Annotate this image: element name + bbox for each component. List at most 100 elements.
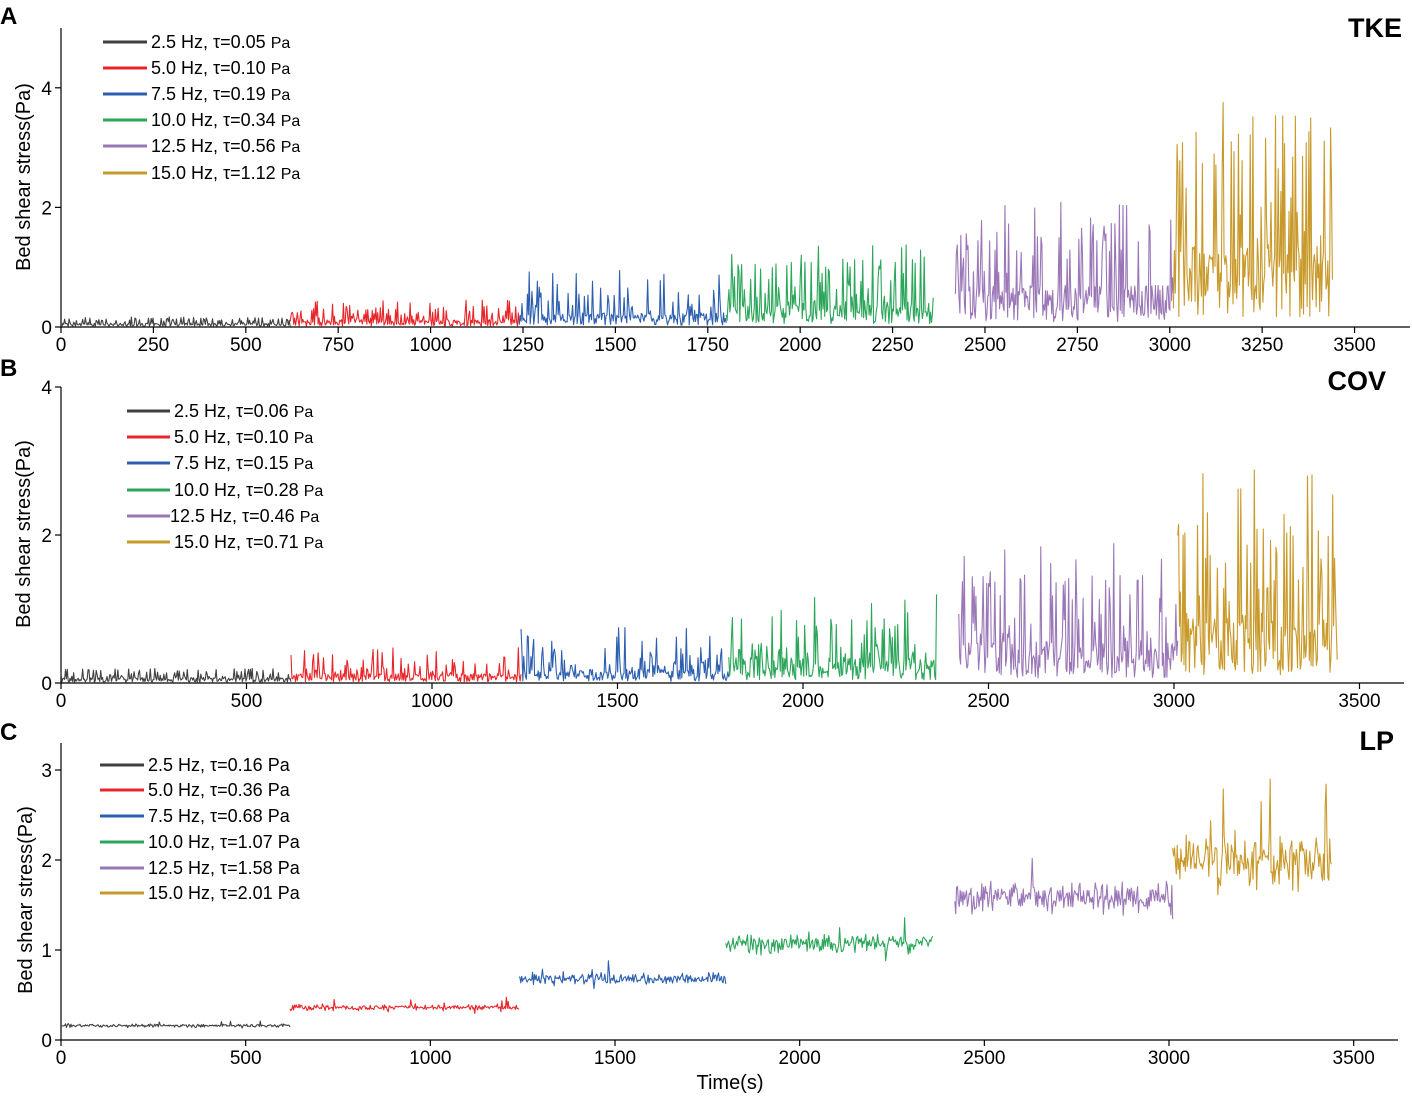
legend-entry: 12.5 Hz, τ=0.56 Pa: [103, 136, 300, 156]
panel-c: C LP Bed shear stress(Pa) Time(s) 0 500 10…: [0, 719, 1398, 1094]
y-tick-label: 2: [41, 526, 52, 547]
series-line: [518, 960, 727, 990]
x-tick-label: 1500: [594, 335, 636, 356]
series-line: [289, 299, 520, 327]
legend-label: 2.5 Hz, τ=0.06 Pa: [174, 401, 313, 421]
legend-label: 12.5 Hz, τ=0.56 Pa: [151, 136, 300, 156]
legend-entry: 12.5 Hz, τ=0.46 Pa: [127, 506, 319, 526]
panel-a: A TKE Bed shear stress(Pa) 0 250 500 750 100…: [0, 3, 1410, 356]
x-tick-label: 0: [56, 691, 67, 712]
series-line: [954, 201, 1175, 323]
x-tick-label: 2750: [1056, 335, 1098, 356]
x-tick-label: 500: [230, 1048, 262, 1069]
panel-b-ylabel: Bed shear stress(Pa): [13, 440, 35, 628]
y-tick-label: 4: [41, 378, 52, 399]
series-line: [728, 594, 938, 681]
series-line: [289, 996, 520, 1014]
x-tick-label: 500: [231, 691, 263, 712]
series-line: [725, 244, 934, 325]
panel-letter-b: B: [0, 355, 17, 382]
panel-letter-a: A: [0, 3, 17, 30]
x-tick-label: 2000: [782, 691, 824, 712]
x-tick-label: 2000: [779, 1048, 821, 1069]
y-tick-label: 3: [41, 761, 52, 782]
x-tick-label: 3500: [1333, 1048, 1375, 1069]
y-tick-label: 2: [41, 198, 52, 219]
y-tick-label: 0: [41, 674, 52, 695]
panel-c-title: LP: [1359, 726, 1394, 756]
legend-entry: 10.0 Hz, τ=1.07 Pa: [100, 832, 301, 852]
legend-label: 10.0 Hz, τ=0.34 Pa: [151, 110, 300, 130]
x-tick-label: 2500: [963, 1048, 1005, 1069]
legend-label: 7.5 Hz, τ=0.68 Pa: [148, 806, 291, 826]
legend-label: 5.0 Hz, τ=0.36 Pa: [148, 780, 291, 800]
legend-label: 12.5 Hz, τ=0.46 Pa: [170, 506, 319, 526]
panel-b-plot: 0 500 1000 1500 2000 2500 3000 3500 0 2 4: [41, 378, 1404, 712]
panel-a-title: TKE: [1348, 13, 1402, 43]
x-tick-label: 1500: [594, 1048, 636, 1069]
series-line: [60, 667, 292, 683]
panel-a-ylabel: Bed shear stress(Pa): [13, 83, 35, 271]
y-tick-label: 0: [41, 318, 52, 339]
x-tick-label: 2250: [871, 335, 913, 356]
y-tick-label: 0: [41, 1031, 52, 1052]
legend-label: 10.0 Hz, τ=0.28 Pa: [174, 480, 323, 500]
legend-entry: 7.5 Hz, τ=0.15 Pa: [127, 453, 313, 473]
panel-b-legend: 2.5 Hz, τ=0.06 Pa 5.0 Hz, τ=0.10 Pa 7.5 …: [127, 401, 323, 552]
x-tick-label: 0: [56, 335, 67, 356]
x-tick-label: 3000: [1148, 1048, 1190, 1069]
legend-entry: 15.0 Hz, τ=0.71 Pa: [127, 532, 323, 552]
panel-c-legend: 2.5 Hz, τ=0.16 Pa 5.0 Hz, τ=0.36 Pa 7.5 …: [100, 755, 301, 903]
panel-letter-c: C: [0, 719, 17, 746]
y-tick-label: 2: [41, 851, 52, 872]
x-tick-label: 2000: [779, 335, 821, 356]
panel-c-plot: 0 500 1000 1500 2000 2500 3000 3500 0 1 2 3: [41, 743, 1398, 1069]
series-line: [725, 917, 934, 962]
series-line: [60, 316, 291, 328]
series-line: [1172, 101, 1333, 318]
legend-label: 12.5 Hz, τ=1.58 Pa: [148, 858, 301, 878]
legend-entry: 5.0 Hz, τ=0.36 Pa: [100, 780, 291, 800]
x-tick-label: 2500: [964, 335, 1006, 356]
legend-entry: 5.0 Hz, τ=0.10 Pa: [103, 58, 290, 78]
x-tick-label: 0: [56, 1048, 67, 1069]
x-tick-label: 1000: [411, 691, 453, 712]
y-tick-label: 1: [41, 941, 52, 962]
legend-entry: 7.5 Hz, τ=0.68 Pa: [100, 806, 291, 826]
x-tick-label: 1000: [409, 1048, 451, 1069]
x-tick-label: 1750: [687, 335, 729, 356]
legend-entry: 12.5 Hz, τ=1.58 Pa: [100, 858, 301, 878]
series-line: [1172, 778, 1333, 896]
panel-b-title: COV: [1327, 366, 1386, 396]
panel-c-xlabel: Time(s): [696, 1072, 763, 1094]
series-line: [290, 647, 522, 683]
legend-entry: 10.0 Hz, τ=0.34 Pa: [103, 110, 300, 130]
x-tick-label: 3000: [1153, 691, 1195, 712]
series-line: [954, 857, 1174, 920]
legend-entry: 2.5 Hz, τ=0.16 Pa: [100, 755, 291, 775]
x-tick-label: 750: [322, 335, 354, 356]
x-tick-label: 2500: [967, 691, 1009, 712]
legend-label: 10.0 Hz, τ=1.07 Pa: [148, 832, 301, 852]
legend-entry: 10.0 Hz, τ=0.28 Pa: [127, 480, 323, 500]
panel-a-plot: 0 250 500 750 1000 1250 1500 1750 2000 2250 2500 27…: [41, 28, 1410, 356]
legend-label: 7.5 Hz, τ=0.15 Pa: [174, 453, 313, 473]
legend-entry: 7.5 Hz, τ=0.19 Pa: [103, 84, 290, 104]
legend-entry: 5.0 Hz, τ=0.10 Pa: [127, 427, 313, 447]
legend-label: 15.0 Hz, τ=0.71 Pa: [174, 532, 323, 552]
x-tick-label: 3500: [1333, 335, 1375, 356]
x-tick-label: 3250: [1241, 335, 1283, 356]
x-tick-label: 1250: [502, 335, 544, 356]
legend-label: 2.5 Hz, τ=0.05 Pa: [151, 32, 290, 52]
legend-entry: 15.0 Hz, τ=1.12 Pa: [103, 163, 300, 183]
legend-entry: 2.5 Hz, τ=0.05 Pa: [103, 32, 290, 52]
legend-label: 7.5 Hz, τ=0.19 Pa: [151, 84, 290, 104]
legend-entry: 15.0 Hz, τ=2.01 Pa: [100, 883, 301, 903]
legend-label: 2.5 Hz, τ=0.16 Pa: [148, 755, 291, 775]
panel-c-ylabel: Bed shear stress(Pa): [15, 806, 37, 994]
series-line: [60, 1020, 291, 1029]
legend-label: 15.0 Hz, τ=1.12 Pa: [151, 163, 300, 183]
series-line: [958, 543, 1179, 679]
x-tick-label: 500: [230, 335, 262, 356]
